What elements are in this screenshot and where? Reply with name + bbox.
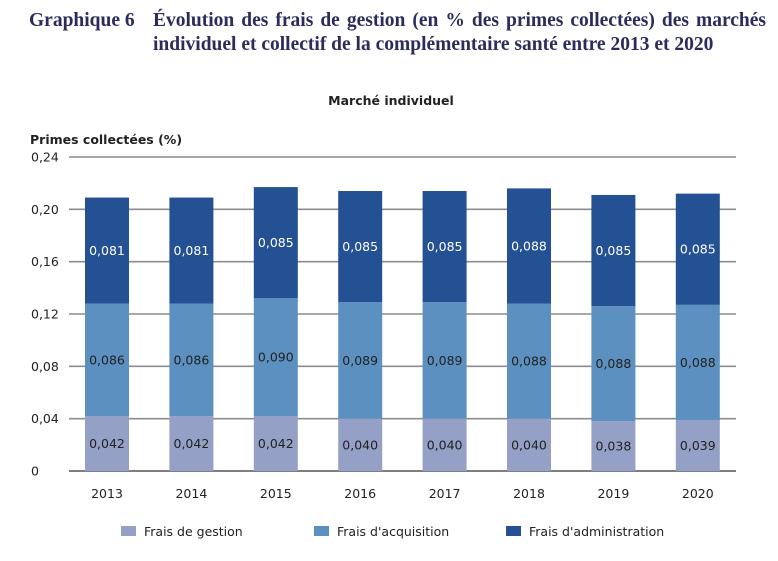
legend-label: Frais d'acquisition	[337, 523, 450, 539]
figure-label: Graphique 6	[29, 10, 135, 31]
bar-segment	[591, 421, 636, 471]
data-label: 0,086	[89, 352, 125, 367]
data-label: 0,042	[174, 436, 210, 451]
data-label: 0,040	[511, 437, 547, 452]
legend-label: Frais d'administration	[529, 523, 665, 539]
bar-segment	[253, 187, 298, 299]
bar-segment	[169, 416, 214, 471]
bar-stack-2015: 0,042 0,090 0,085	[253, 187, 298, 471]
bar-segment	[85, 416, 129, 471]
data-label: 0,086	[174, 352, 210, 367]
bar-segment	[169, 197, 214, 304]
gridlines	[69, 156, 736, 472]
y-axis-ticks: 0 0,04 0,08 0,12 0,16 0,20 0,24	[31, 150, 59, 479]
x-tick-label: 2015	[260, 486, 292, 501]
data-label: 0,040	[342, 437, 378, 452]
data-label: 0,085	[680, 242, 716, 257]
bar-stack-2018: 0,040 0,088 0,088	[507, 188, 551, 471]
bars: 0,042 0,086 0,081 0,042 0,086 0,081 0,042 0,090…	[85, 187, 720, 471]
bar-segment	[338, 302, 383, 419]
bar-segment	[507, 188, 551, 304]
legend-swatch	[506, 526, 521, 536]
y-tick-label: 0,20	[31, 202, 59, 217]
y-tick-label: 0	[31, 464, 39, 479]
data-label: 0,088	[511, 238, 547, 253]
data-label: 0,040	[427, 437, 463, 452]
data-label: 0,090	[258, 350, 294, 365]
legend-item: Frais d'administration	[506, 520, 664, 542]
y-tick-label: 0,16	[31, 254, 59, 269]
data-label: 0,081	[174, 243, 210, 258]
bar-stack-2013: 0,042 0,086 0,081	[85, 197, 129, 471]
bar-segment	[338, 191, 383, 303]
bar-segment	[507, 418, 551, 471]
bar-stack-2020: 0,039 0,088 0,085	[675, 193, 720, 471]
data-label: 0,089	[342, 353, 378, 368]
data-label: 0,088	[596, 356, 632, 371]
bar-stack-2019: 0,038 0,088 0,085	[591, 194, 636, 471]
y-tick-label: 0,12	[31, 307, 59, 322]
bar-segment	[675, 419, 720, 471]
data-label: 0,085	[596, 243, 632, 258]
legend-swatch	[121, 526, 136, 536]
legend-item: Frais d'acquisition	[314, 520, 449, 542]
x-tick-label: 2018	[513, 486, 545, 501]
x-tick-label: 2020	[682, 486, 714, 501]
bar-segment	[507, 303, 551, 419]
bar-segment	[85, 303, 129, 417]
x-tick-label: 2014	[175, 486, 207, 501]
data-label: 0,038	[596, 439, 632, 454]
bar-segment	[591, 306, 636, 422]
data-label: 0,081	[89, 243, 125, 258]
data-label: 0,088	[511, 354, 547, 369]
bar-stack-2017: 0,040 0,089 0,085	[422, 191, 467, 471]
x-tick-label: 2013	[91, 486, 123, 501]
legend-label: Frais de gestion	[144, 523, 243, 539]
legend-item: Frais de gestion	[121, 520, 243, 542]
legend-swatch	[314, 526, 329, 536]
y-tick-label: 0,24	[31, 150, 59, 165]
bar-stack-2016: 0,040 0,089 0,085	[338, 191, 383, 471]
bar-segment	[422, 418, 467, 471]
data-label: 0,042	[258, 436, 294, 451]
bar-segment	[591, 194, 636, 307]
bar-segment	[422, 302, 467, 419]
data-label: 0,085	[258, 235, 294, 250]
x-tick-label: 2017	[429, 486, 461, 501]
bar-segment	[338, 418, 383, 471]
bar-segment	[253, 298, 298, 417]
y-tick-label: 0,08	[31, 359, 59, 374]
x-tick-label: 2016	[344, 486, 376, 501]
data-label: 0,039	[680, 438, 716, 453]
data-label: 0,088	[680, 355, 716, 370]
bar-segment	[85, 197, 129, 304]
bar-segment	[675, 193, 720, 305]
data-label: 0,042	[89, 436, 125, 451]
bar-segment	[169, 303, 214, 417]
y-axis-label: Primes collectées (%)	[30, 132, 183, 147]
bar-segment	[422, 191, 467, 303]
bar-segment	[253, 416, 298, 471]
bar-segment	[675, 304, 720, 420]
data-label: 0,085	[427, 239, 463, 254]
chart-title: Marché individuel	[328, 93, 454, 108]
bar-stack-2014: 0,042 0,086 0,081	[169, 197, 214, 471]
x-axis-ticks: 2013 2014 2015 2016 2017 2018 2019 2020	[91, 486, 714, 501]
data-label: 0,085	[342, 239, 378, 254]
y-tick-label: 0,04	[31, 411, 59, 426]
legend: Frais de gestion Frais d'acquisition Frais…	[0, 520, 778, 542]
x-tick-label: 2019	[597, 486, 629, 501]
data-label: 0,089	[427, 353, 463, 368]
figure-title: Évolution des frais de gestion (en % des…	[153, 10, 766, 55]
